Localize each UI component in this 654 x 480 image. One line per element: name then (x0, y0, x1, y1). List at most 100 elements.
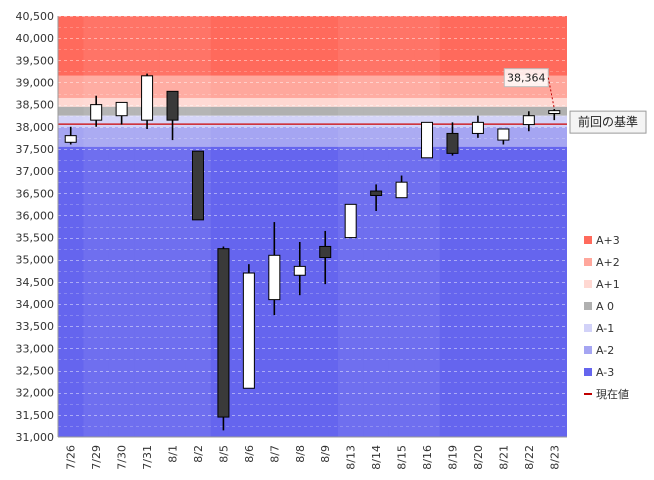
x-tick-label: 8/13 (345, 445, 358, 470)
candle-body (268, 254, 281, 301)
y-tick-label: 38,000 (16, 121, 55, 134)
x-tick-label: 8/22 (523, 445, 536, 470)
y-tick-label: 36,500 (16, 187, 55, 200)
legend-label: A+3 (596, 234, 620, 247)
candle-body (522, 115, 535, 126)
legend-label: A-1 (596, 322, 614, 335)
column-stripe (83, 16, 109, 437)
candle-7/30 (115, 101, 128, 125)
band-Aminus1 (58, 115, 567, 127)
candle-body (395, 181, 408, 199)
y-tick-label: 39,500 (16, 54, 55, 67)
candle-body (191, 150, 204, 221)
candle-8/16 (421, 121, 434, 159)
reference-label: 前回の基準 (578, 114, 638, 129)
y-tick-label: 35,000 (16, 254, 55, 267)
bands-layer (58, 16, 567, 438)
candle-body (497, 128, 510, 141)
legend-swatch (584, 280, 592, 288)
legend-swatch (584, 236, 592, 244)
legend-item-1: A+2 (584, 256, 620, 269)
candle-8/13 (344, 203, 357, 239)
candle-body (90, 104, 103, 121)
x-tick-label: 8/15 (396, 445, 409, 470)
x-tick-label: 8/16 (421, 445, 434, 470)
candle-body (166, 90, 179, 121)
band-Aplus1 (58, 97, 567, 107)
band-Aminus2 (58, 126, 567, 147)
band-Aplus3 (58, 16, 567, 76)
column-stripe (159, 16, 186, 437)
legend-label: 現在値 (596, 388, 629, 401)
x-tick-label: 8/7 (268, 445, 281, 463)
y-tick-label: 31,500 (16, 409, 55, 422)
legend-label: A-2 (596, 344, 614, 357)
candle-body (242, 272, 255, 389)
candle-body (319, 245, 332, 259)
column-stripe (388, 16, 415, 437)
x-tick-label: 7/30 (116, 445, 129, 470)
y-tick-label: 33,000 (16, 342, 55, 355)
y-tick-label: 33,500 (16, 320, 55, 333)
candle-body (446, 132, 459, 154)
legend: A+3 A+2 A+1 A 0 A-1 A-2 A-3 現在値 (584, 234, 629, 401)
x-axis: 7/26 7/29 7/30 7/31 8/1 8/2 8/5 8/6 8/7 8/8 8/9 8/1… (58, 436, 567, 470)
legend-swatch (584, 258, 592, 266)
current-value-leader (547, 77, 555, 109)
x-tick-label: 8/1 (167, 445, 180, 463)
candle-8/23 (548, 109, 561, 121)
column-stripe (414, 16, 440, 437)
candle-8/22 (522, 111, 535, 132)
y-tick-label: 37,500 (16, 143, 55, 156)
y-tick-label: 32,000 (16, 387, 55, 400)
band-Aplus2 (58, 75, 567, 98)
candle-8/19 (446, 122, 459, 156)
reference-label-box (569, 110, 647, 134)
candle-8/5 (217, 246, 230, 431)
column-stripe (363, 16, 389, 437)
x-tick-label: 8/21 (497, 445, 510, 470)
candle-body (344, 203, 357, 239)
candle-8/6 (242, 264, 255, 389)
band-A0 (58, 106, 567, 116)
candle-body (141, 75, 154, 121)
y-axis: 31,000 31,500 32,000 32,500 33,000 33,500 34,0… (16, 10, 59, 444)
candle-body (64, 135, 77, 143)
x-tick-label: 8/8 (294, 445, 307, 463)
legend-swatch (584, 324, 592, 332)
legend-label: A 0 (596, 300, 614, 313)
y-tick-label: 32,500 (16, 365, 55, 378)
legend-item-4: A-1 (584, 322, 614, 335)
y-tick-label: 31,000 (16, 431, 55, 444)
x-tick-label: 8/6 (243, 445, 256, 463)
candle-body (471, 121, 484, 134)
column-stripe (185, 16, 211, 437)
candle-body (421, 121, 434, 159)
candle-7/26 (64, 126, 77, 145)
current-value-callout: 38,364 (503, 68, 555, 109)
candle-7/31 (141, 73, 154, 130)
x-tick-label: 8/2 (192, 445, 205, 463)
legend-swatch (584, 368, 592, 376)
y-tick-label: 39,000 (16, 76, 55, 89)
candle-8/14 (370, 184, 383, 211)
candle-8/1 (166, 90, 179, 141)
x-tick-label: 8/5 (217, 445, 230, 463)
x-tick-label: 8/20 (472, 445, 485, 470)
x-tick-label: 8/9 (319, 445, 332, 463)
y-tick-label: 37,000 (16, 165, 55, 178)
candle-8/21 (497, 128, 510, 145)
x-tick-label: 7/31 (141, 445, 154, 470)
legend-swatch (584, 302, 592, 310)
x-tick-label: 7/26 (65, 445, 78, 470)
legend-item-5: A-2 (584, 344, 614, 357)
legend-item-3: A 0 (584, 300, 614, 313)
y-tick-label: 40,000 (16, 32, 55, 45)
candles-layer (64, 73, 561, 431)
candle-8/7 (268, 222, 281, 316)
legend-label: A+1 (596, 278, 620, 291)
x-tick-label: 8/19 (446, 445, 459, 470)
candle-body (548, 110, 561, 114)
